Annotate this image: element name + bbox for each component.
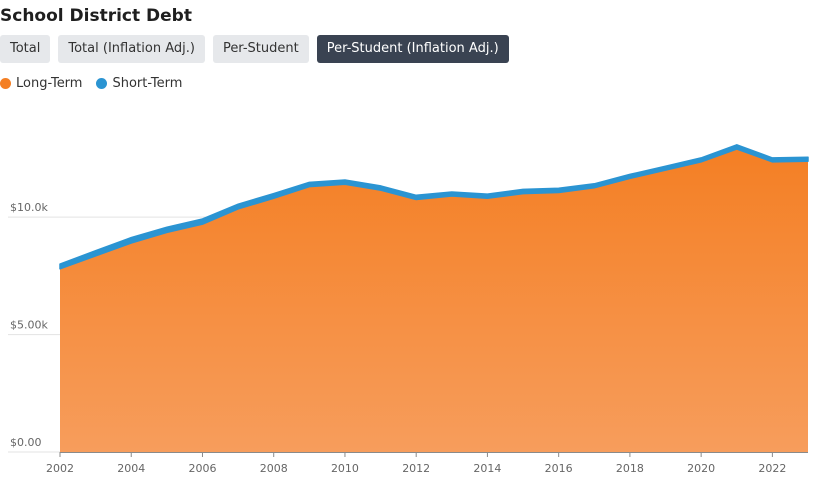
legend-item-long-term[interactable]: Long-Term: [0, 76, 82, 91]
x-tick-label: 2014: [473, 462, 501, 475]
tab-per-student[interactable]: Per-Student: [212, 35, 309, 63]
y-tick-label: $10.0k: [10, 201, 48, 214]
y-tick-label: $5.00k: [10, 319, 48, 332]
tab-total-inflation-adjusted[interactable]: Total (Inflation Adj.): [58, 35, 205, 63]
legend-item-short-term[interactable]: Short-Term: [96, 76, 182, 91]
x-tick-label: 2022: [758, 462, 786, 475]
x-tick-label: 2008: [260, 462, 288, 475]
chart-title: School District Debt: [0, 6, 192, 26]
tab-total[interactable]: Total: [0, 35, 51, 63]
x-tick-label: 2016: [545, 462, 573, 475]
x-tick-label: 2012: [402, 462, 430, 475]
x-tick-label: 2004: [117, 462, 145, 475]
x-tick-label: 2010: [331, 462, 359, 475]
axes: $0.00 $5.00k $10.0k 2002 2004 2006 2008 2010 201…: [10, 201, 808, 475]
legend-label-short-term: Short-Term: [112, 76, 183, 91]
y-tick-label: $0.00: [10, 436, 42, 449]
x-tick-label: 2018: [616, 462, 644, 475]
legend-label-long-term: Long-Term: [16, 76, 83, 91]
x-tick-label: 2020: [687, 462, 715, 475]
view-tabs: Total Total (Inflation Adj.) Per-Student…: [0, 35, 509, 63]
series-areas: [59, 144, 809, 452]
tab-per-student-inflation-adjusted[interactable]: Per-Student (Inflation Adj.): [316, 35, 509, 63]
x-tick-label: 2006: [188, 462, 216, 475]
chart-legend: Long-Term Short-Term: [0, 76, 182, 91]
legend-swatch-long-term: [0, 78, 11, 89]
area-long-term[interactable]: [60, 149, 808, 452]
legend-swatch-short-term: [96, 78, 108, 89]
area-short-term[interactable]: [59, 144, 809, 270]
x-tick-label: 2002: [46, 462, 74, 475]
